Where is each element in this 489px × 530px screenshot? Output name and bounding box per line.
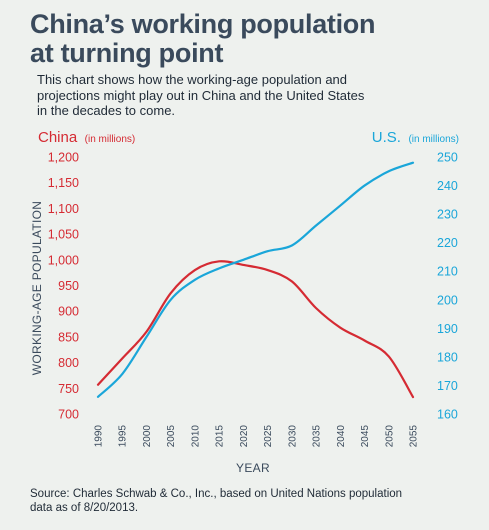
chart-subtitle-line-1: This chart shows how the working-age pop…: [37, 72, 348, 87]
us-axis-label: U.S.: [372, 129, 401, 146]
x-tick-label: 2005: [166, 425, 177, 448]
us-y-tick-label: 180: [437, 350, 458, 364]
china-y-tick-label: 950: [58, 279, 79, 293]
us-axis-unit: (in millions): [408, 134, 459, 145]
source-note: Source: Charles Schwab & Co., Inc., base…: [30, 487, 470, 515]
chart-subtitle: This chart shows how the working-age pop…: [37, 72, 457, 119]
year-x-ticks: 1990 1995 2000 2005 2010 2015 2020 2025 2030 2035…: [94, 425, 420, 448]
x-tick-label: 2010: [190, 425, 201, 448]
chart-title-line-2: at turning point: [30, 38, 224, 68]
x-tick-label: 1990: [94, 425, 105, 448]
chart-subtitle-line-3: in the decades to come.: [37, 103, 176, 118]
x-tick-label: 2045: [360, 425, 371, 448]
us-y-tick-label: 220: [437, 236, 458, 250]
us-y-tick-label: 230: [437, 208, 458, 222]
y-axis-title: WORKING-AGE POPULATION: [30, 201, 44, 375]
china-axis-unit: (in millions): [85, 134, 136, 145]
china-y-tick-label: 700: [58, 408, 79, 422]
china-y-tick-label: 1,150: [48, 176, 79, 190]
x-tick-label: 2015: [215, 425, 226, 448]
china-y-tick-label: 850: [58, 330, 79, 344]
china-y-tick-label: 1,100: [48, 202, 79, 216]
china-y-ticks: 700 750 800 850 900 950 1,000 1,050 1,100 1,150 1,…: [48, 151, 79, 422]
source-line-1: Source: Charles Schwab & Co., Inc., base…: [30, 488, 403, 500]
china-y-tick-label: 800: [58, 356, 79, 370]
chart-title-line-1: China’s working population: [30, 9, 376, 39]
china-y-tick-label: 1,000: [48, 253, 79, 267]
china-y-tick-label: 750: [58, 382, 79, 396]
us-y-tick-label: 160: [437, 408, 458, 422]
china-axis-heading: China (in millions): [38, 129, 135, 146]
x-tick-label: 1995: [118, 425, 129, 448]
x-tick-label: 2035: [312, 425, 323, 448]
x-tick-label: 2040: [336, 425, 347, 448]
x-tick-label: 2000: [142, 425, 153, 448]
us-axis-heading: U.S. (in millions): [372, 129, 459, 146]
us-y-tick-label: 190: [437, 322, 458, 336]
x-tick-label: 2030: [287, 425, 298, 448]
source-line-2: data as of 8/20/2013.: [30, 502, 139, 514]
chart-subtitle-line-2: projections might play out in China and …: [37, 87, 365, 103]
us-y-tick-label: 170: [437, 379, 458, 393]
china-series-line: [96, 260, 415, 399]
us-series-line: [96, 161, 415, 398]
series-lines: [96, 161, 415, 399]
us-y-tick-label: 250: [437, 151, 458, 165]
china-axis-label: China: [38, 129, 78, 146]
x-axis-title: YEAR: [236, 461, 270, 475]
x-tick-label: 2020: [239, 425, 250, 448]
china-y-tick-label: 1,200: [48, 151, 79, 165]
x-tick-label: 2025: [263, 425, 274, 448]
us-y-tick-label: 200: [437, 293, 458, 307]
china-y-tick-label: 1,050: [48, 228, 79, 242]
x-tick-label: 2055: [409, 425, 420, 448]
us-y-ticks: 160 170 180 190 200 210 220 230 240 250: [437, 151, 458, 422]
us-y-tick-label: 210: [437, 265, 458, 279]
china-y-tick-label: 900: [58, 305, 79, 319]
chart-title: China’s working population at turning po…: [30, 10, 470, 68]
us-y-tick-label: 240: [437, 179, 458, 193]
x-tick-label: 2050: [384, 425, 395, 448]
